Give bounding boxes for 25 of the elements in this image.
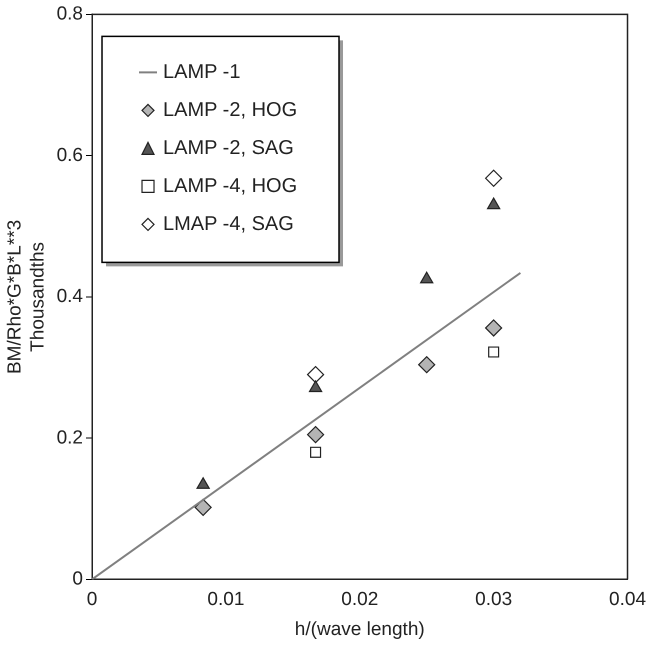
y-tick-label: 0.8 xyxy=(56,4,84,25)
x-tick-label: 0 xyxy=(86,589,98,610)
legend-label: LAMP -2, HOG xyxy=(163,98,298,121)
y-tick-label: 0 xyxy=(72,568,84,590)
point xyxy=(306,426,324,444)
x-tick-label: 0.01 xyxy=(207,589,244,610)
x-tick-label: 0.03 xyxy=(475,589,512,610)
y-tick-label: 0.4 xyxy=(56,286,84,308)
x-axis-title: h/(wave length) xyxy=(294,618,425,640)
legend-label: LAMP -2, SAG xyxy=(163,136,294,159)
point xyxy=(488,346,500,358)
legend-label: LMAP -4, SAG xyxy=(163,212,294,235)
point xyxy=(310,446,322,458)
point xyxy=(485,319,502,337)
y-tick-label: 0.6 xyxy=(56,144,84,166)
x-tick-label: 0.02 xyxy=(341,589,378,610)
x-tick-label: 0.04 xyxy=(609,589,646,610)
y-tick-label: 0.2 xyxy=(56,427,84,448)
legend-label: LAMP -4, HOG xyxy=(163,174,298,197)
point xyxy=(485,170,502,187)
point xyxy=(418,356,436,374)
legend-label: LAMP -1 xyxy=(163,60,240,83)
point xyxy=(194,498,212,516)
y-axis-title: BM/Rho*G*B*L**3 Thousandths xyxy=(4,220,48,374)
point xyxy=(306,366,324,384)
